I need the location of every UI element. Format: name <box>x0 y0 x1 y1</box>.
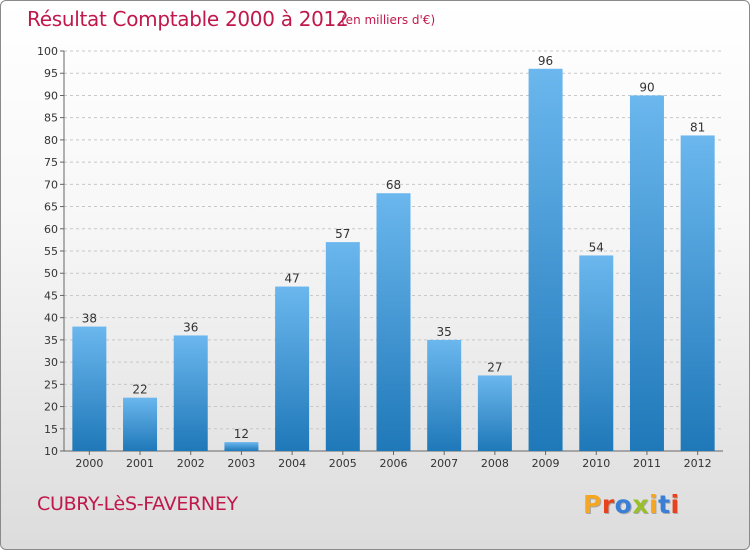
y-tick-label: 65 <box>44 201 58 214</box>
x-tick-label: 2009 <box>532 457 560 470</box>
bar-2011 <box>629 95 664 451</box>
y-tick-label: 55 <box>44 245 58 258</box>
x-tick-label: 2004 <box>278 457 306 470</box>
bar-2012 <box>680 135 715 451</box>
proxiti-logo: Proxiti <box>583 490 680 519</box>
chart-title: Résultat Comptable 2000 à 2012 <box>27 7 349 31</box>
data-label-2001: 22 <box>132 383 147 397</box>
bar-2001 <box>123 397 158 451</box>
x-tick-label: 2006 <box>380 457 408 470</box>
place-name: CUBRY-LèS-FAVERNEY <box>37 493 238 515</box>
bar-2008 <box>477 375 512 451</box>
data-label-2012: 81 <box>690 120 705 134</box>
y-tick-label: 35 <box>44 334 58 347</box>
y-tick-label: 95 <box>44 67 58 80</box>
data-label-2009: 96 <box>538 54 553 68</box>
bar-2000 <box>72 326 107 451</box>
logo-letter: x <box>632 490 649 519</box>
x-tick-label: 2007 <box>430 457 458 470</box>
y-tick-label: 60 <box>44 223 58 236</box>
data-label-2006: 68 <box>386 178 401 192</box>
data-label-2007: 35 <box>437 325 452 339</box>
y-tick-label: 70 <box>44 178 58 191</box>
y-tick-label: 15 <box>44 423 58 436</box>
data-label-2011: 90 <box>639 80 654 94</box>
x-tick-label: 2012 <box>684 457 712 470</box>
logo-letter: P <box>583 490 602 519</box>
bar-2004 <box>275 286 310 451</box>
logo-letter: t <box>658 490 671 519</box>
x-tick-label: 2010 <box>582 457 610 470</box>
x-tick-label: 2008 <box>481 457 509 470</box>
data-label-2010: 54 <box>589 240 604 254</box>
logo-letter: o <box>614 490 633 519</box>
x-tick-label: 2000 <box>75 457 103 470</box>
data-label-2005: 57 <box>335 227 350 241</box>
bar-2003 <box>224 442 259 451</box>
bar-2009 <box>528 68 563 452</box>
y-tick-label: 50 <box>44 267 58 280</box>
x-tick-label: 2002 <box>177 457 205 470</box>
bar-2002 <box>173 335 208 451</box>
logo-letter: i <box>649 490 659 519</box>
y-tick-label: 90 <box>44 89 58 102</box>
bar-layer <box>72 68 715 452</box>
y-tick-label: 75 <box>44 156 58 169</box>
data-label-2003: 12 <box>234 427 249 441</box>
x-tick-label: 2011 <box>633 457 661 470</box>
y-tick-label: 20 <box>44 401 58 414</box>
y-tick-label: 100 <box>37 45 58 58</box>
data-label-2004: 47 <box>284 272 299 286</box>
bar-2007 <box>427 339 462 451</box>
data-label-2000: 38 <box>82 312 97 326</box>
logo-letter: i <box>670 490 680 519</box>
label-layer: 38 22 36 12 47 57 68 35 27 96 54 90 81 <box>82 54 706 441</box>
bar-2006 <box>376 193 411 451</box>
x-tick-label: 2001 <box>126 457 154 470</box>
y-tick-label: 45 <box>44 289 58 302</box>
y-tick-label: 25 <box>44 378 58 391</box>
y-tick-label: 40 <box>44 312 58 325</box>
bar-chart: 10 15 20 25 30 35 40 45 50 55 60 65 70 75 80 85 90 95 100 2… <box>37 45 723 470</box>
y-tick-label: 10 <box>44 445 58 458</box>
bar-2005 <box>325 242 360 451</box>
y-tick-label: 85 <box>44 112 58 125</box>
chart-subtitle: (en milliers d'€) <box>341 13 436 27</box>
x-tick-label: 2005 <box>329 457 357 470</box>
bar-2010 <box>579 255 614 451</box>
x-tick-label: 2003 <box>227 457 255 470</box>
logo-letter: r <box>601 490 615 519</box>
axis-layer: 10 15 20 25 30 35 40 45 50 55 60 65 70 75 80 85 90 95 100 2… <box>37 45 723 470</box>
data-label-2008: 27 <box>487 360 502 374</box>
data-label-2002: 36 <box>183 320 198 334</box>
y-tick-label: 80 <box>44 134 58 147</box>
y-tick-label: 30 <box>44 356 58 369</box>
